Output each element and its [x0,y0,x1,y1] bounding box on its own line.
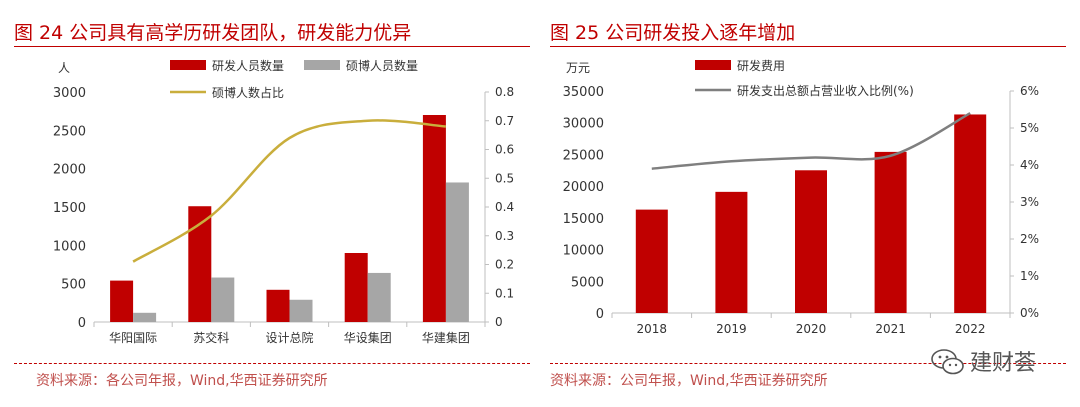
y-tick-label: 1000 [53,239,86,254]
y2-tick-label: 4% [1020,158,1039,172]
x-tick-label: 2018 [637,322,668,336]
legend-swatch [170,60,206,70]
right-chart-title: 图 25 公司研发投入逐年增加 [550,22,796,44]
y-tick-label: 0 [596,307,604,322]
bar-设计总院 [266,289,290,322]
right-source-note: 资料来源：公司年报，Wind,华西证券研究所 [550,373,828,389]
wechat-icon [931,349,964,375]
series-line [132,119,446,263]
right-title-rule [550,46,1066,47]
x-tick-label: 2020 [796,322,827,336]
x-tick-label: 华阳国际 [109,331,157,345]
bar-2018 [635,209,668,313]
left-title-rule [14,46,530,47]
y2-tick-label: 0.2 [495,258,514,272]
bar-苏交科 [211,277,235,322]
y-tick-label: 2500 [53,124,86,139]
y-tick-label: 30000 [563,117,604,132]
y2-tick-label: 0.7 [495,114,514,128]
bar-华设集团 [344,253,368,322]
left-chart: 人 0 500 1000 1500 2000 2500 3000 0 0.1 0.2 0.3 0.4 0.… [53,58,514,345]
y2-tick-label: 0% [1020,306,1039,320]
y-axis-unit: 万元 [566,61,590,75]
legend-label: 研发支出总额占营业收入比例(%) [737,83,914,98]
bar-2022 [954,114,987,314]
y-axis-unit: 人 [58,61,70,75]
x-tick-label: 华建集团 [422,330,470,345]
x-tick-label: 华设集团 [344,330,392,345]
x-tick-label: 2019 [716,322,747,336]
y-tick-label: 15000 [563,212,604,227]
y-tick-label: 20000 [563,180,604,195]
y2-tick-label: 0.6 [495,143,514,157]
x-tick-label: 设计总院 [265,331,313,345]
bar-华阳国际 [133,312,157,322]
y-tick-label: 0 [78,316,86,331]
legend-swatch [304,60,340,70]
legend-swatch [695,60,731,70]
x-tick-label: 2022 [955,322,986,336]
bar-华建集团 [422,115,446,322]
x-tick-label: 2021 [875,322,906,336]
bar-2019 [715,191,748,313]
y-tick-label: 35000 [563,85,604,100]
x-tick-label: 苏交科 [193,330,229,345]
bar-华建集团 [445,182,469,322]
y-tick-label: 1500 [53,201,86,216]
left-source-note: 资料来源：各公司年报，Wind,华西证券研究所 [36,373,328,389]
bar-苏交科 [188,206,212,322]
series-line [651,112,971,170]
y-tick-label: 10000 [563,244,604,259]
bar-华阳国际 [110,280,134,322]
y2-tick-label: 0.5 [495,171,514,185]
legend-label: 硕博人员数量 [346,58,418,73]
bar-2021 [874,151,907,313]
bar-华设集团 [367,272,391,322]
y2-tick-label: 0.4 [495,200,514,214]
right-chart: 万元 0 5000 10000 15000 20000 25000 30000 35000 0% 1… [563,58,1039,336]
y2-tick-label: 0.1 [495,286,514,300]
y-tick-label: 5000 [571,275,604,290]
y2-tick-label: 6% [1020,84,1039,98]
y-tick-label: 3000 [53,86,86,101]
y2-tick-label: 0.8 [495,85,514,99]
y2-tick-label: 1% [1020,269,1039,283]
y2-tick-label: 2% [1020,232,1039,246]
y-tick-label: 25000 [563,148,604,163]
y2-tick-label: 0.3 [495,229,514,243]
y2-tick-label: 3% [1020,195,1039,209]
y-tick-label: 500 [61,278,86,293]
bar-设计总院 [289,299,313,322]
legend-label: 研发费用 [737,58,785,73]
legend-label: 硕博人数占比 [212,85,284,100]
y-tick-label: 2000 [53,163,86,178]
left-bottom-rule [14,363,530,364]
bar-2020 [795,170,827,313]
legend-label: 研发人员数量 [212,58,284,73]
y2-tick-label: 5% [1020,121,1039,135]
right-bottom-rule [550,363,1066,364]
left-chart-title: 图 24 公司具有高学历研发团队，研发能力优异 [14,22,412,44]
watermark-text: 建财荟 [970,351,1037,376]
y2-tick-label: 0 [495,315,503,329]
watermark: 建财荟 [930,343,1060,379]
